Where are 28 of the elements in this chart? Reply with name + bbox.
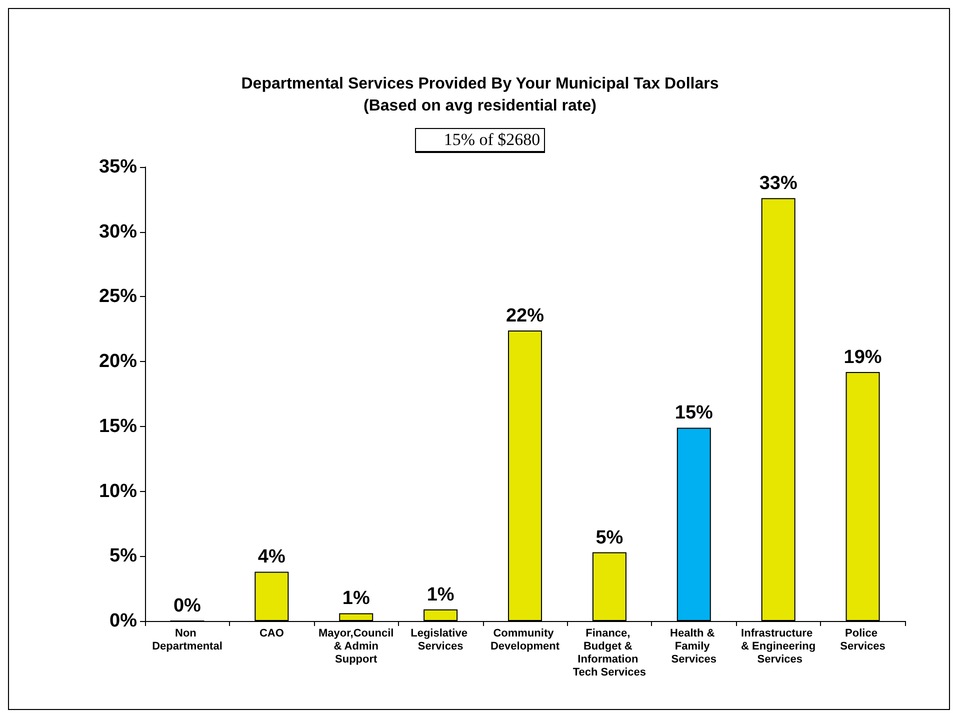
y-tick-label: 30%	[98, 221, 138, 242]
x-tick-label: Health & Family Services	[670, 628, 718, 666]
chart-title: Departmental Services Provided By Your Municipal Tax Dollars (Based on avg residential rate)	[241, 76, 719, 114]
data-label: 19%	[844, 346, 882, 368]
x-tick-label: Finance, Budget & Information Tech Services	[572, 628, 646, 678]
data-label: 1%	[342, 588, 370, 610]
data-label: 5%	[596, 527, 624, 548]
y-tick-label: 35%	[98, 156, 138, 178]
y-tick-label: 15%	[98, 416, 138, 437]
data-label: 15%	[674, 402, 714, 424]
data-label: 22%	[506, 305, 544, 326]
text: 15% of $2680	[414, 128, 546, 153]
y-tick-label: 0%	[110, 610, 138, 632]
x-tick-label: Legislative Services	[410, 628, 471, 652]
data-label: 33%	[759, 173, 798, 194]
x-tick-label: Non Departmental	[152, 628, 222, 652]
x-tick-label: Mayor,Council & Admin Support	[318, 628, 394, 666]
y-tick-label: 10%	[98, 480, 138, 502]
data-label: 0%	[173, 596, 202, 616]
y-tick-label: 20%	[98, 351, 138, 372]
data-label: 4%	[258, 546, 286, 568]
x-tick-label: Police Services	[840, 628, 886, 652]
x-tick-label: Community Development	[490, 628, 560, 652]
y-tick-label: 5%	[110, 546, 138, 567]
x-tick-label: CAO	[259, 628, 284, 640]
y-tick-label: 25%	[98, 286, 138, 308]
data-label: 1%	[426, 584, 454, 606]
x-tick-label: Infrastructure & Engineering Services	[741, 628, 816, 666]
